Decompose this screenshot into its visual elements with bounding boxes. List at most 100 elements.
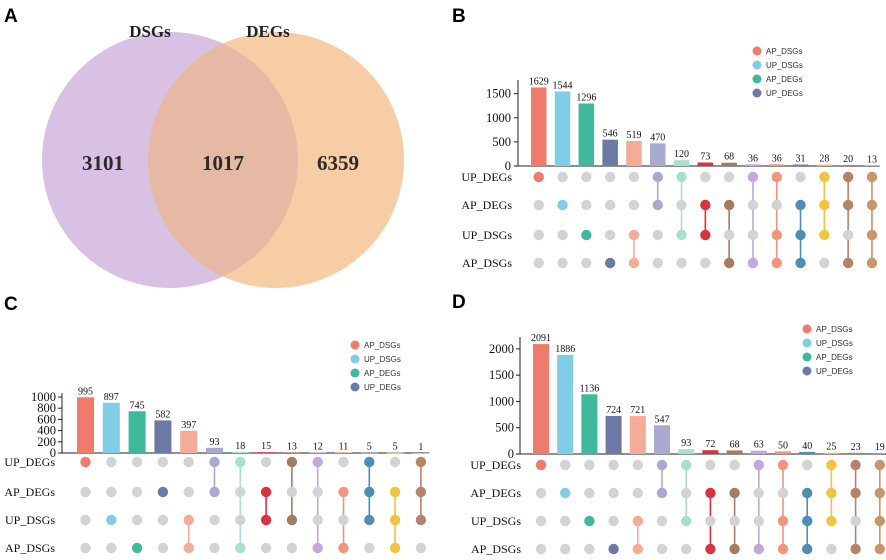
matrix-dot-active [874, 543, 885, 555]
bar-value-label: 50 [778, 440, 788, 451]
matrix-dot [560, 515, 571, 527]
matrix-dot [80, 514, 91, 526]
matrix-dot [604, 229, 616, 241]
bar-value-label: 11 [339, 441, 349, 452]
legend-label: UP_DSGs [364, 355, 401, 364]
matrix-dot [850, 515, 861, 527]
matrix-dot [560, 459, 571, 471]
matrix-dot [819, 257, 830, 269]
matrix-dot-active [705, 487, 716, 499]
bar [823, 452, 840, 454]
bar-value-label: 897 [104, 392, 119, 403]
set-label-up-dsgs: UP_DSGs [471, 514, 521, 528]
bar-value-label: 2091 [531, 333, 551, 344]
legend-marker [802, 352, 812, 362]
matrix-dot-active [771, 171, 782, 183]
bar [721, 162, 737, 166]
matrix-dot-active [874, 487, 885, 499]
matrix-dot [584, 459, 595, 471]
venn-count-overlap: 1017 [202, 151, 244, 175]
bar [702, 450, 719, 454]
matrix-dot-active [286, 514, 298, 526]
y-tick-label: 0 [50, 446, 56, 460]
bar [581, 394, 598, 454]
set-label-up-degs: UP_DEGs [4, 455, 55, 469]
matrix-dot [632, 487, 643, 499]
legend-label: UP_DSGs [766, 61, 803, 70]
matrix-dot [557, 229, 568, 241]
matrix-dot-active [338, 542, 349, 554]
matrix-dot [131, 486, 143, 498]
matrix-dot-active [415, 456, 427, 468]
bar-value-label: 546 [603, 129, 618, 140]
bar-value-label: 18 [235, 441, 245, 452]
bar-value-label: 23 [851, 442, 861, 453]
bar [554, 91, 571, 166]
matrix-dot-active [842, 257, 854, 269]
matrix-dot [535, 487, 547, 499]
matrix-dot [681, 543, 692, 555]
set-label-up-degs: UP_DEGs [461, 170, 512, 184]
bar [697, 162, 714, 166]
matrix-dot-active [312, 456, 323, 468]
matrix-dot-active [874, 515, 885, 527]
matrix-dot-active [777, 459, 789, 471]
matrix-dot [628, 199, 640, 211]
matrix-dot [604, 171, 616, 183]
matrix-dot-active [560, 487, 571, 499]
matrix-dot-active [209, 456, 220, 468]
bar-value-label: 12 [313, 441, 323, 452]
set-label-up-dsgs: UP_DSGs [5, 513, 55, 527]
matrix-dot-active [260, 514, 272, 526]
matrix-dot-active [389, 486, 401, 498]
bar-value-label: 1544 [553, 81, 573, 92]
matrix-dot-active [826, 487, 837, 499]
matrix-dot-active [632, 515, 643, 527]
matrix-dot [131, 514, 143, 526]
matrix-dot-active [866, 171, 878, 183]
matrix-dot [364, 542, 375, 554]
bar-value-label: 1886 [555, 344, 575, 355]
bar-value-label: 36 [748, 153, 758, 164]
matrix-dot-active [80, 456, 91, 468]
y-tick-label: 1500 [486, 87, 511, 101]
bar [102, 402, 120, 453]
y-tick-label: 1500 [489, 368, 514, 382]
matrix-dot [581, 199, 592, 211]
matrix-dot [681, 487, 692, 499]
matrix-dot-active [705, 543, 716, 555]
legend-label: UP_DSGs [816, 339, 853, 348]
matrix-dot-active [364, 456, 375, 468]
matrix-dot [260, 542, 272, 554]
legend-label: AP_DEGs [816, 353, 852, 362]
matrix-dot [535, 515, 547, 527]
matrix-dot [628, 171, 640, 183]
bar [840, 165, 856, 166]
legend-label: AP_DSGs [816, 325, 852, 334]
panel-label-a: A [4, 6, 18, 27]
matrix-dot-active [604, 257, 616, 269]
bar-value-label: 120 [674, 149, 689, 160]
panel-label-d: D [452, 292, 466, 313]
matrix-dot [581, 171, 592, 183]
bar-value-label: 20 [843, 154, 853, 165]
legend-label: AP_DEGs [364, 369, 400, 378]
bar [154, 420, 172, 453]
matrix-dot [286, 486, 298, 498]
matrix-dot [652, 229, 663, 241]
matrix-dot-active [581, 229, 592, 241]
matrix-dot [533, 229, 544, 241]
matrix-dot-active [338, 486, 349, 498]
bar [206, 447, 223, 453]
bar [602, 139, 618, 166]
set-label-ap-degs: AP_DEGs [461, 198, 512, 212]
bar [412, 452, 430, 454]
legend-marker [350, 354, 360, 364]
matrix-dot [700, 171, 711, 183]
matrix-dot-active [235, 456, 246, 468]
legend-marker [350, 340, 360, 350]
legend-marker [802, 338, 812, 348]
venn-label-degs: DEGs [246, 22, 290, 41]
y-tick-label: 1000 [486, 111, 511, 125]
